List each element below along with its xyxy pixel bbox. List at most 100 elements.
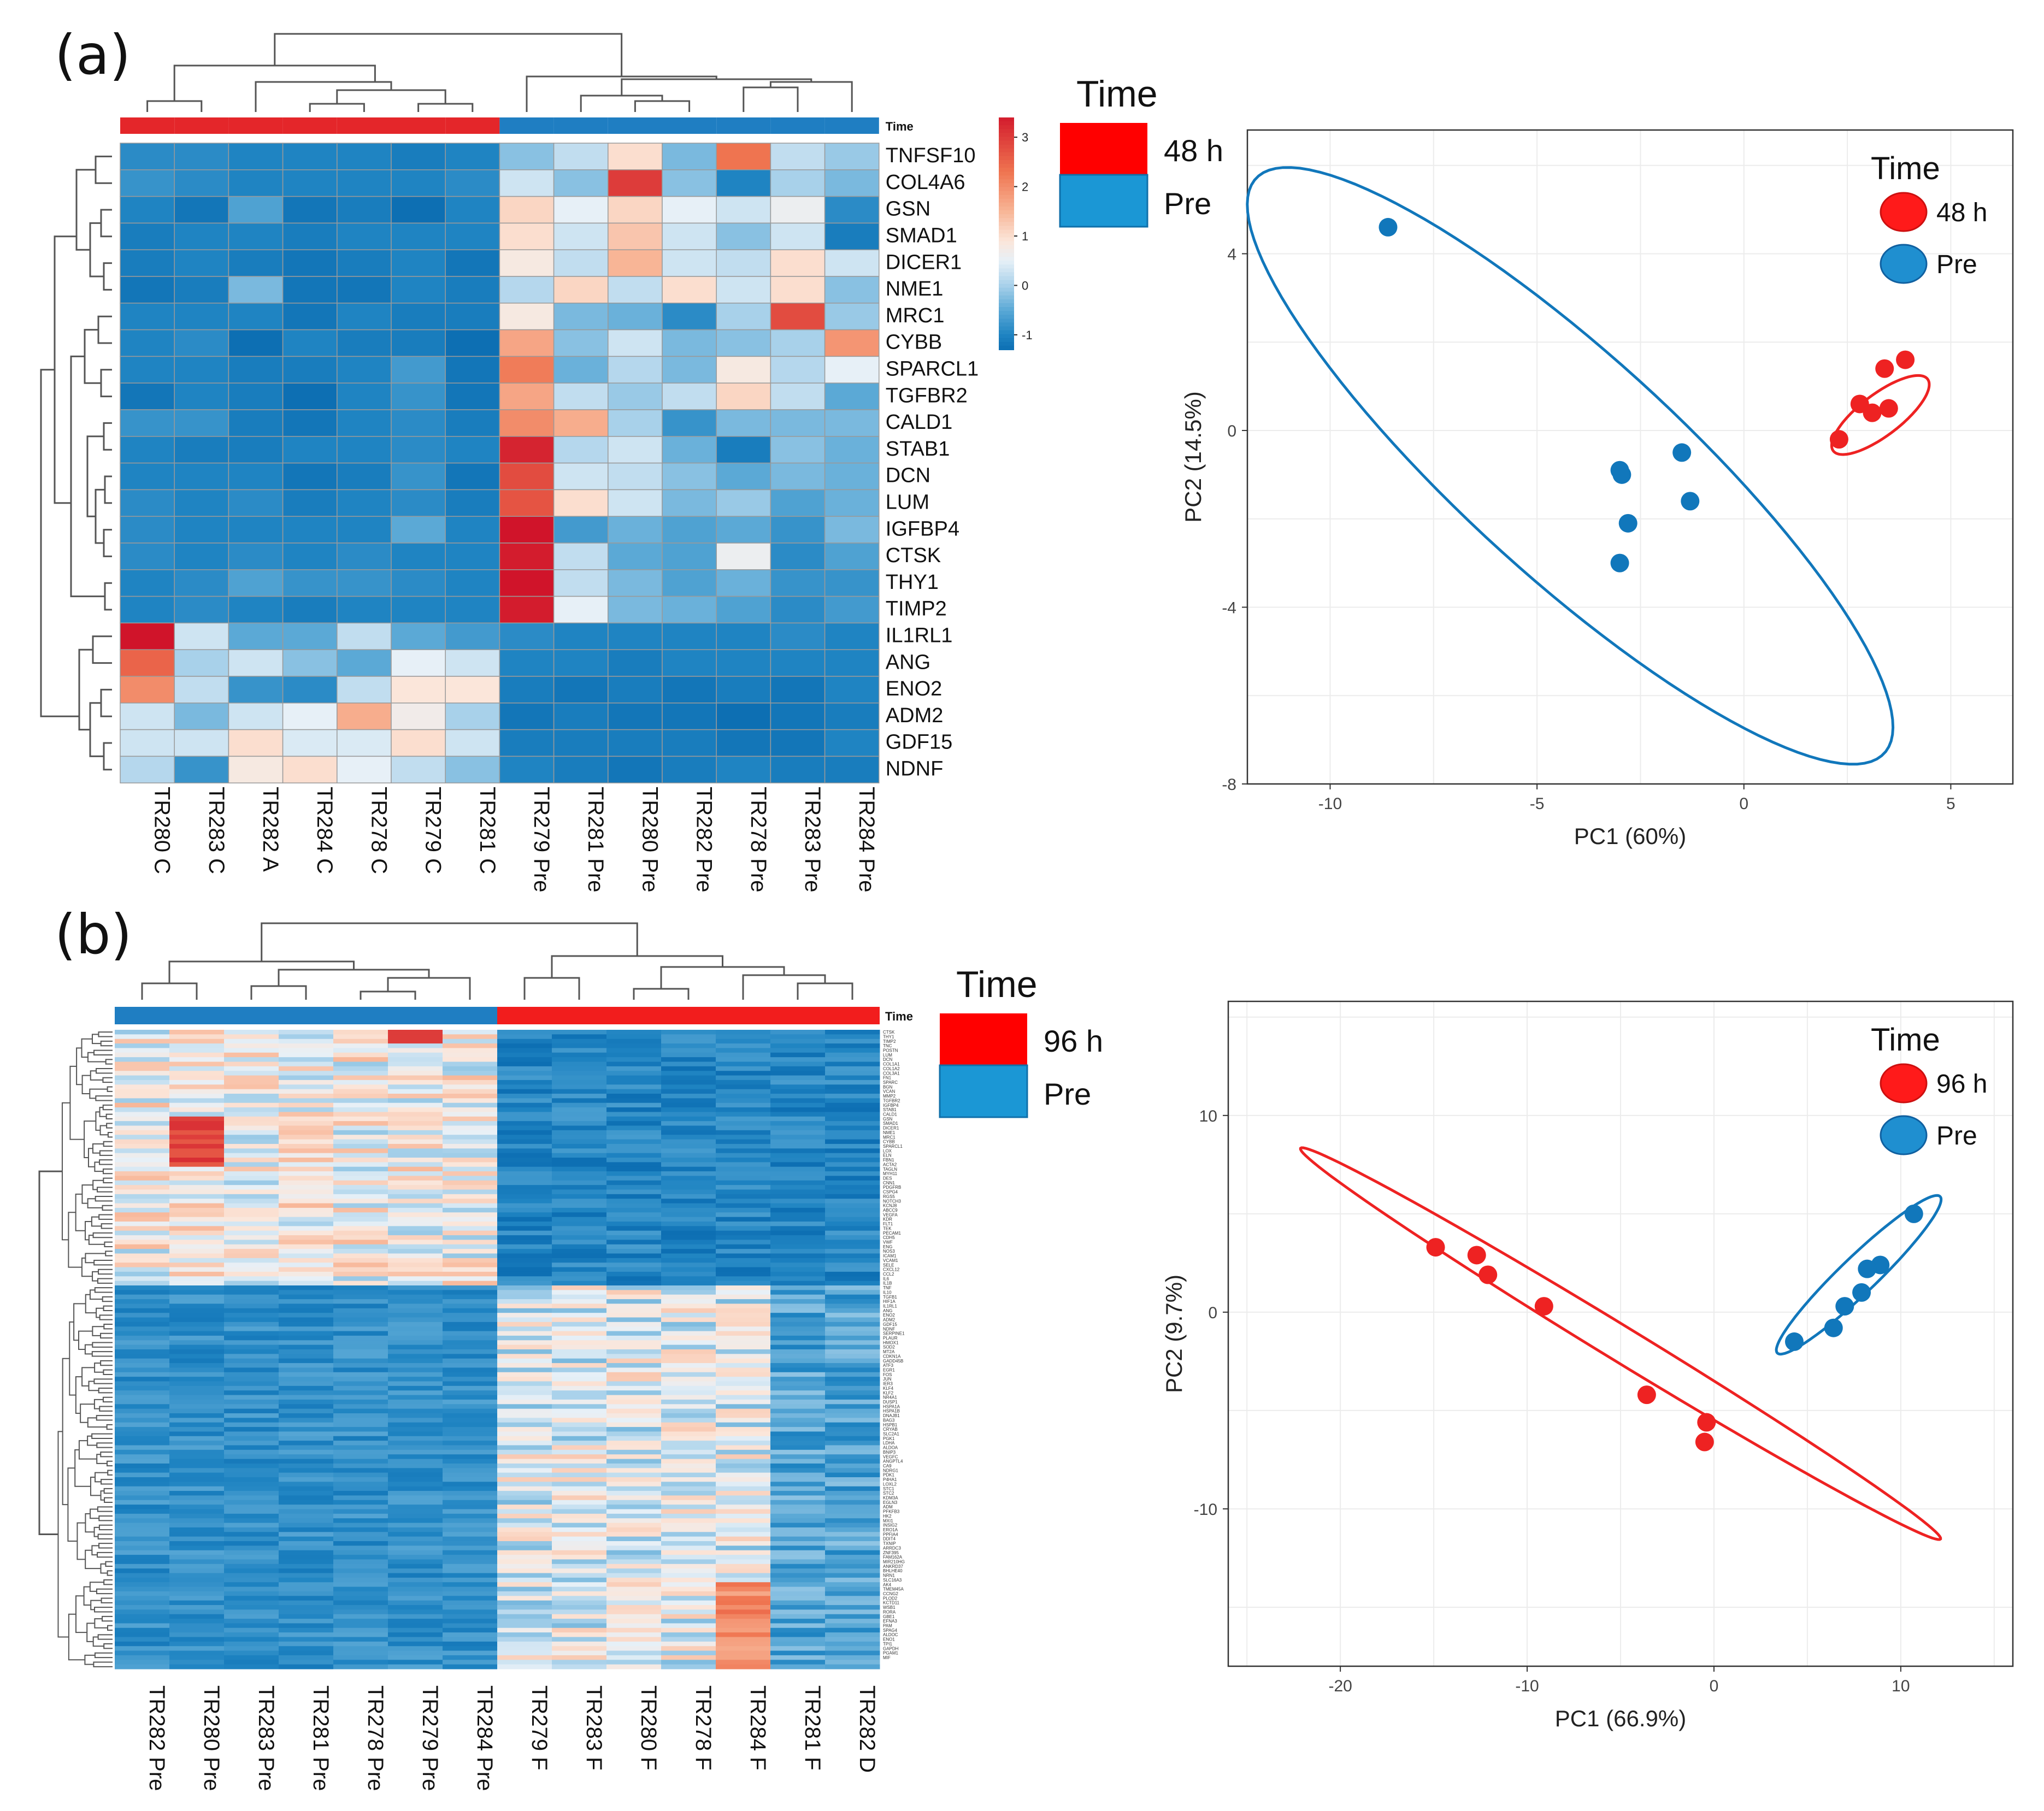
heatmap-cell xyxy=(661,1276,716,1282)
heatmap-cell xyxy=(169,1084,225,1090)
heatmap-cell xyxy=(443,1148,498,1154)
heatmap-cell xyxy=(115,1358,170,1364)
heatmap-cell xyxy=(716,1207,771,1213)
heatmap-cell xyxy=(388,1468,443,1473)
heatmap-cell xyxy=(716,276,771,304)
heatmap-cell xyxy=(388,1591,443,1596)
heatmap-cell xyxy=(497,1135,552,1140)
heatmap-cell xyxy=(228,462,284,491)
heatmap-cell xyxy=(169,1048,225,1053)
heatmap-cell xyxy=(224,1632,279,1637)
heatmap-cell xyxy=(169,1395,225,1400)
heatmap-cell xyxy=(279,1094,334,1099)
heatmap-cell xyxy=(333,1482,388,1487)
heatmap-cell xyxy=(224,1322,279,1327)
heatmap-cell xyxy=(661,1600,716,1606)
heatmap-cell xyxy=(169,1431,225,1437)
heatmap-cell xyxy=(279,1427,334,1432)
colorbar-tick-label: 3 xyxy=(1022,131,1028,144)
heatmap-cell xyxy=(445,249,500,277)
gene-label: SELE xyxy=(883,1263,894,1267)
data-point-96h xyxy=(1478,1265,1498,1284)
heatmap-cell xyxy=(552,1326,607,1332)
heatmap-cell xyxy=(443,1094,498,1099)
gene-label: TIMP2 xyxy=(883,1039,896,1044)
heatmap-cell xyxy=(333,1509,388,1514)
heatmap-cell xyxy=(388,1061,443,1067)
heatmap-cell xyxy=(224,1240,279,1245)
heatmap-cell xyxy=(662,329,717,357)
heatmap-cell xyxy=(174,169,229,197)
heatmap-cell xyxy=(333,1477,388,1482)
heatmap-cell xyxy=(115,1349,170,1354)
heatmap-cell xyxy=(661,1121,716,1126)
heatmap-cell xyxy=(443,1326,498,1332)
heatmap-cell xyxy=(224,1203,279,1208)
heatmap-cell xyxy=(224,1030,279,1035)
data-point-Pre xyxy=(1835,1297,1854,1316)
heatmap-cell xyxy=(552,1555,607,1560)
colorbar-tick-label: 1 xyxy=(1022,229,1028,243)
heatmap-cell xyxy=(770,1102,826,1108)
heatmap-cell xyxy=(716,1614,771,1619)
heatmap-cell xyxy=(825,1381,880,1387)
heatmap-cell xyxy=(606,1532,662,1537)
row-dendrogram-branch xyxy=(91,1034,101,1045)
heatmap-cell xyxy=(497,1162,552,1167)
heatmap-cell xyxy=(388,1158,443,1163)
heatmap-cell xyxy=(279,1454,334,1460)
heatmap-cell xyxy=(279,1399,334,1405)
heatmap-cell xyxy=(333,1632,388,1637)
heatmap-cell xyxy=(825,1650,880,1656)
heatmap-cell xyxy=(716,1408,771,1414)
heatmap-cell xyxy=(552,1098,607,1104)
heatmap-cell xyxy=(279,1075,334,1081)
heatmap-cell xyxy=(224,1495,279,1501)
heatmap-cell xyxy=(606,1299,662,1304)
gene-label: NME1 xyxy=(883,1130,896,1135)
heatmap-cell xyxy=(552,1308,607,1313)
heatmap-cell xyxy=(606,1039,662,1044)
heatmap-cell xyxy=(445,436,500,464)
heatmap-cell xyxy=(553,409,609,437)
heatmap-cell xyxy=(333,1354,388,1359)
heatmap-cell xyxy=(279,1477,334,1482)
heatmap-cell xyxy=(443,1545,498,1551)
heatmap-cell xyxy=(445,729,500,757)
heatmap-cell xyxy=(770,1436,826,1441)
heatmap-cell xyxy=(445,649,500,677)
heatmap-b: TimeCTSKTHY1TIMP2TNCPOSTNLUMDCNCOL1A1COL… xyxy=(115,1007,913,1791)
annotation-cell xyxy=(825,1007,880,1024)
heatmap-cell xyxy=(443,1513,498,1519)
row-dendrogram-branch xyxy=(92,1179,104,1190)
heatmap-cell xyxy=(716,1404,771,1409)
data-point-Pre xyxy=(1681,492,1700,511)
heatmap-cell xyxy=(224,1363,279,1368)
heatmap-cell xyxy=(443,1358,498,1364)
heatmap-cell xyxy=(606,1158,662,1163)
heatmap-cell xyxy=(169,1244,225,1249)
heatmap-cell xyxy=(824,382,880,410)
heatmap-cell xyxy=(333,1176,388,1181)
heatmap-cell xyxy=(228,196,284,224)
sample-label: TR280 Pre xyxy=(199,1685,223,1791)
heatmap-cell xyxy=(824,489,880,517)
heatmap-cell xyxy=(388,1431,443,1437)
heatmap-cell xyxy=(825,1385,880,1391)
heatmap-cell xyxy=(443,1057,498,1062)
heatmap-cell xyxy=(825,1075,880,1081)
heatmap-cell xyxy=(169,1482,225,1487)
heatmap-cell xyxy=(115,1445,170,1450)
heatmap-cell xyxy=(716,1354,771,1359)
heatmap-cell xyxy=(825,1413,880,1418)
heatmap-cell xyxy=(825,1505,880,1509)
heatmap-cell xyxy=(661,1614,716,1619)
heatmap-cell xyxy=(661,1135,716,1140)
heatmap-cell xyxy=(333,1591,388,1596)
heatmap-cell xyxy=(169,1263,225,1268)
heatmap-cell xyxy=(606,1084,662,1090)
heatmap-cell xyxy=(443,1075,498,1081)
heatmap-cell xyxy=(661,1472,716,1478)
heatmap-cell xyxy=(279,1614,334,1619)
row-dendrogram-branch xyxy=(100,1490,105,1501)
